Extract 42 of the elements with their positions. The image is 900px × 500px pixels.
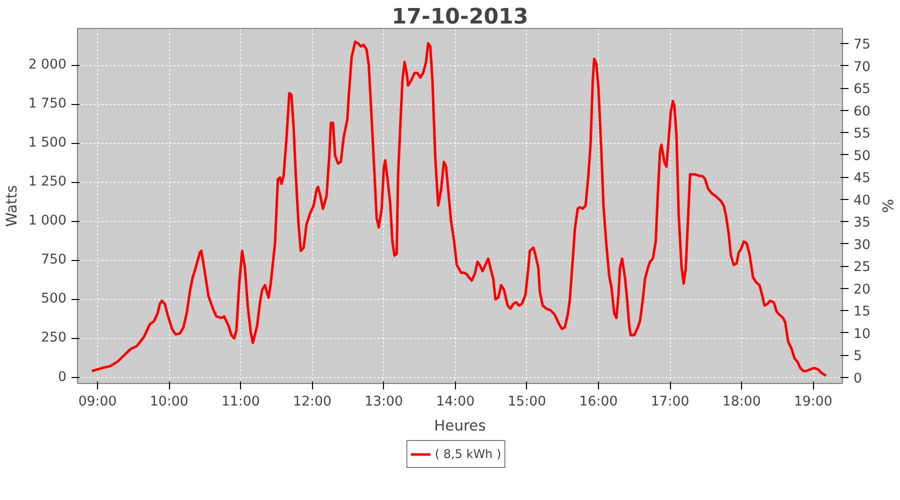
y2-tick-label: 60 [854,104,870,120]
y2-tick-label: 0 [854,371,862,386]
y2-tick-label: 20 [854,282,870,298]
x-tick-label: 17:00 [650,394,690,410]
y2-tick-label: 10 [854,326,870,342]
y2-axis-title: % [878,199,896,214]
x-tick-label: 10:00 [150,394,188,410]
y-tick-label: 250 [41,330,67,346]
y2-tick-label: 70 [854,60,870,75]
y-axis-title: Watts [3,185,20,227]
y2-tick-label: 5 [854,349,862,364]
y-tick-label: 0 [58,370,67,385]
y-tick-label: 750 [41,252,67,268]
y-tick-label: 500 [41,292,67,307]
y2-tick-label: 40 [854,193,870,208]
line-series [90,40,828,377]
x-axis-title: Heures [434,418,486,434]
x-tick-label: 11:00 [221,394,260,410]
y-tick-label: 1 250 [28,174,66,190]
x-tick-label: 14:00 [436,394,475,410]
y2-tick-label: 15 [854,304,870,320]
x-tick-label: 15:00 [508,394,546,410]
y2-tick-label: 25 [854,260,870,276]
chart-title: 17-10-2013 [392,4,528,30]
x-tick-label: 13:00 [364,394,404,410]
y-tick-label: 2 000 [28,58,66,73]
x-tick-label: 09:00 [78,394,117,410]
y2-tick-label: 30 [854,238,870,253]
x-tick-label: 18:00 [722,394,761,410]
x-tick-label: 19:00 [794,394,832,410]
x-tick-label: 12:00 [293,394,332,410]
y2-tick-label: 45 [854,171,870,186]
legend-label: ( 8,5 kWh ) [434,447,502,461]
y2-tick-label: 75 [854,38,870,53]
x-tick-label: 16:00 [579,394,618,410]
y-tick-label: 1 500 [28,136,66,151]
y2-tick-label: 35 [854,216,870,231]
y2-tick-label: 50 [854,148,870,164]
y-tick-label: 1 000 [28,214,66,229]
y-tick-label: 1 750 [28,96,66,112]
y2-tick-label: 65 [854,82,870,98]
y2-tick-label: 55 [854,126,870,142]
